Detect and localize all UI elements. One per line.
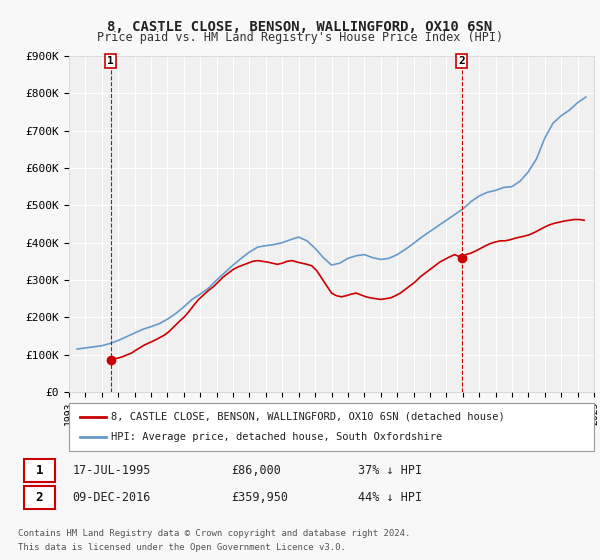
- Text: 1: 1: [35, 464, 43, 477]
- Text: 8, CASTLE CLOSE, BENSON, WALLINGFORD, OX10 6SN: 8, CASTLE CLOSE, BENSON, WALLINGFORD, OX…: [107, 20, 493, 34]
- Text: This data is licensed under the Open Government Licence v3.0.: This data is licensed under the Open Gov…: [18, 543, 346, 552]
- FancyBboxPatch shape: [69, 403, 594, 451]
- Text: 1: 1: [107, 56, 114, 66]
- Text: £86,000: £86,000: [231, 464, 281, 477]
- Text: Price paid vs. HM Land Registry's House Price Index (HPI): Price paid vs. HM Land Registry's House …: [97, 31, 503, 44]
- FancyBboxPatch shape: [23, 486, 55, 509]
- Text: 44% ↓ HPI: 44% ↓ HPI: [358, 491, 422, 504]
- Text: Contains HM Land Registry data © Crown copyright and database right 2024.: Contains HM Land Registry data © Crown c…: [18, 529, 410, 538]
- Text: HPI: Average price, detached house, South Oxfordshire: HPI: Average price, detached house, Sout…: [111, 432, 442, 442]
- Text: £359,950: £359,950: [231, 491, 288, 504]
- Text: 8, CASTLE CLOSE, BENSON, WALLINGFORD, OX10 6SN (detached house): 8, CASTLE CLOSE, BENSON, WALLINGFORD, OX…: [111, 412, 505, 422]
- Text: 17-JUL-1995: 17-JUL-1995: [73, 464, 151, 477]
- Text: 37% ↓ HPI: 37% ↓ HPI: [358, 464, 422, 477]
- Text: 09-DEC-2016: 09-DEC-2016: [73, 491, 151, 504]
- Text: 2: 2: [35, 491, 43, 504]
- Text: 2: 2: [458, 56, 465, 66]
- FancyBboxPatch shape: [23, 459, 55, 482]
